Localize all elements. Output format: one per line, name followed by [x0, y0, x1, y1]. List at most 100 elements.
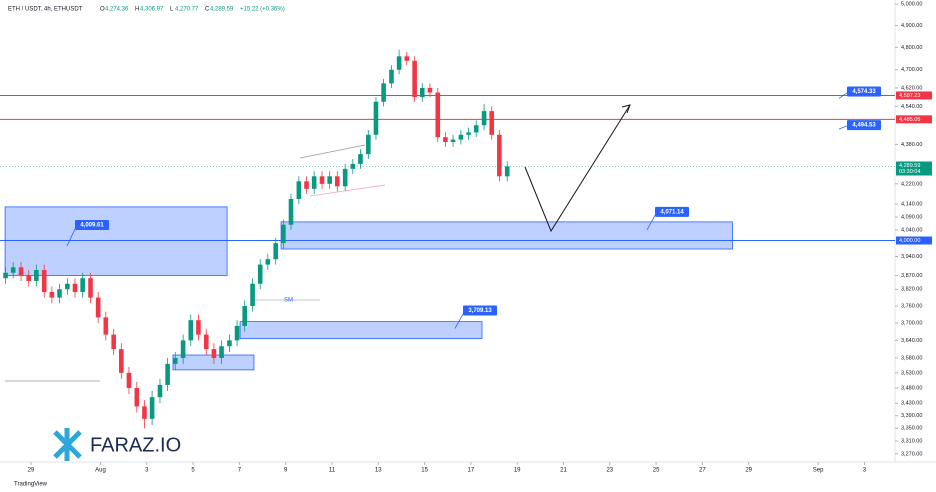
zone: [280, 221, 733, 250]
candle-body: [257, 264, 263, 284]
last-price-label: 4,289.59: [899, 163, 920, 169]
ohlc-value: 4,270.77: [175, 7, 199, 13]
ohlc-key: C: [205, 7, 210, 13]
logo-text: FARAZ.IO: [90, 434, 181, 456]
candle-body: [26, 275, 32, 281]
y-tick-label: 4,540.00: [901, 104, 922, 110]
candle-body: [450, 139, 456, 142]
y-tick-label: 3,270.00: [901, 451, 922, 457]
x-tick-label: 15: [421, 468, 428, 474]
candle-body: [481, 111, 487, 126]
x-tick-label: 3: [863, 468, 867, 474]
candle-body: [80, 278, 85, 293]
candle-body: [111, 334, 116, 350]
ohlc-value: 4,274.36: [105, 7, 129, 13]
x-tick-label: 21: [560, 468, 567, 474]
candle-body: [504, 166, 510, 177]
candle-body: [327, 176, 332, 184]
candle-body: [373, 101, 379, 135]
candle-body: [497, 134, 502, 177]
x-tick-label: Sep: [813, 468, 824, 474]
zone: [4, 206, 228, 276]
candle-body: [342, 168, 348, 187]
level-tag: [896, 236, 932, 245]
y-tick-label: 3,870.00: [901, 273, 922, 279]
y-tick-label: 3,390.00: [901, 413, 922, 419]
candle-body: [72, 283, 78, 293]
x-tick-label: 23: [606, 468, 613, 474]
candle-body: [3, 272, 8, 279]
x-tick-label: 29: [745, 468, 752, 474]
x-tick-label: 9: [284, 468, 288, 474]
x-tick-label: 29: [28, 468, 35, 474]
ohlc-key: L: [170, 7, 174, 13]
candle-body: [412, 60, 417, 98]
candle-body: [172, 357, 178, 364]
y-tick-label: 4,620.00: [901, 85, 922, 91]
candle-body: [435, 92, 441, 138]
zone: [239, 321, 483, 340]
logo: FARAZ.IO: [53, 428, 181, 461]
candle-body: [404, 56, 410, 61]
y-tick-label: 3,700.00: [901, 321, 922, 327]
ohlc-change: +15.22 (+0.36%): [240, 7, 285, 13]
callout-box: [655, 206, 689, 217]
candle-body: [396, 56, 402, 70]
y-tick-label: 4,090.00: [901, 214, 922, 220]
y-tick-label: 3,640.00: [901, 338, 922, 344]
candle-body: [188, 320, 194, 341]
callout-box: [847, 86, 881, 97]
ohlc-legend: O 4,274.36 H 4,306.97 L 4,270.77 C 4,289.59 +15.…: [100, 7, 285, 13]
callout-box: [75, 219, 109, 230]
candle-body: [165, 363, 170, 385]
last-price-tag: [896, 161, 932, 176]
countdown: 03:30:04: [899, 169, 920, 175]
level-label: 4,000.00: [899, 238, 920, 244]
candle-body: [95, 297, 101, 318]
y-tick-label: 4,140.00: [901, 202, 922, 208]
candle-body: [489, 111, 495, 135]
sm-label: SM: [284, 298, 293, 304]
y-tick-label: 3,310.00: [901, 438, 922, 444]
y-tick-label: 3,350.00: [901, 426, 922, 432]
candle-body: [126, 372, 132, 388]
x-tick-label: 5: [191, 468, 195, 474]
candle-body: [234, 325, 240, 341]
candle-body: [358, 154, 363, 164]
level-tag: [896, 115, 932, 124]
symbol: ETH / USDT, 4h, ETHUSDT: [8, 7, 83, 13]
callout-label: 4,494.53: [852, 123, 876, 129]
y-tick-label: 5,000.00: [901, 2, 922, 8]
y-tick-label: 3,480.00: [901, 385, 922, 391]
projection-path: [524, 104, 631, 233]
y-tick-label: 4,040.00: [901, 227, 922, 233]
candle-body: [103, 317, 109, 335]
y-tick-label: 3,530.00: [901, 370, 922, 376]
candle-body: [250, 283, 255, 307]
candle-body: [149, 397, 155, 419]
candle-body: [296, 181, 302, 199]
y-tick-label: 4,900.00: [901, 23, 922, 29]
projection-arrowhead: [621, 104, 631, 114]
candle-body: [180, 340, 186, 358]
candle-body: [265, 259, 271, 265]
candle-body: [134, 387, 140, 407]
callout-box: [847, 120, 881, 131]
candle-body: [41, 270, 47, 293]
candle-body: [203, 334, 209, 350]
platform: TradingView: [14, 482, 48, 488]
candle-body: [219, 346, 224, 358]
x-tick-label: 13: [375, 468, 382, 474]
candle-body: [350, 163, 356, 169]
x-tick-label: 11: [329, 468, 336, 474]
ohlc-value: 4,306.97: [140, 7, 164, 13]
candle-body: [196, 320, 201, 335]
candle-body: [157, 384, 163, 398]
candle-body: [142, 406, 147, 419]
candle-body: [119, 349, 124, 373]
ohlc-key: O: [100, 7, 105, 13]
candle-body: [311, 176, 317, 189]
candle-body: [419, 87, 425, 98]
y-tick-label: 3,580.00: [901, 355, 922, 361]
